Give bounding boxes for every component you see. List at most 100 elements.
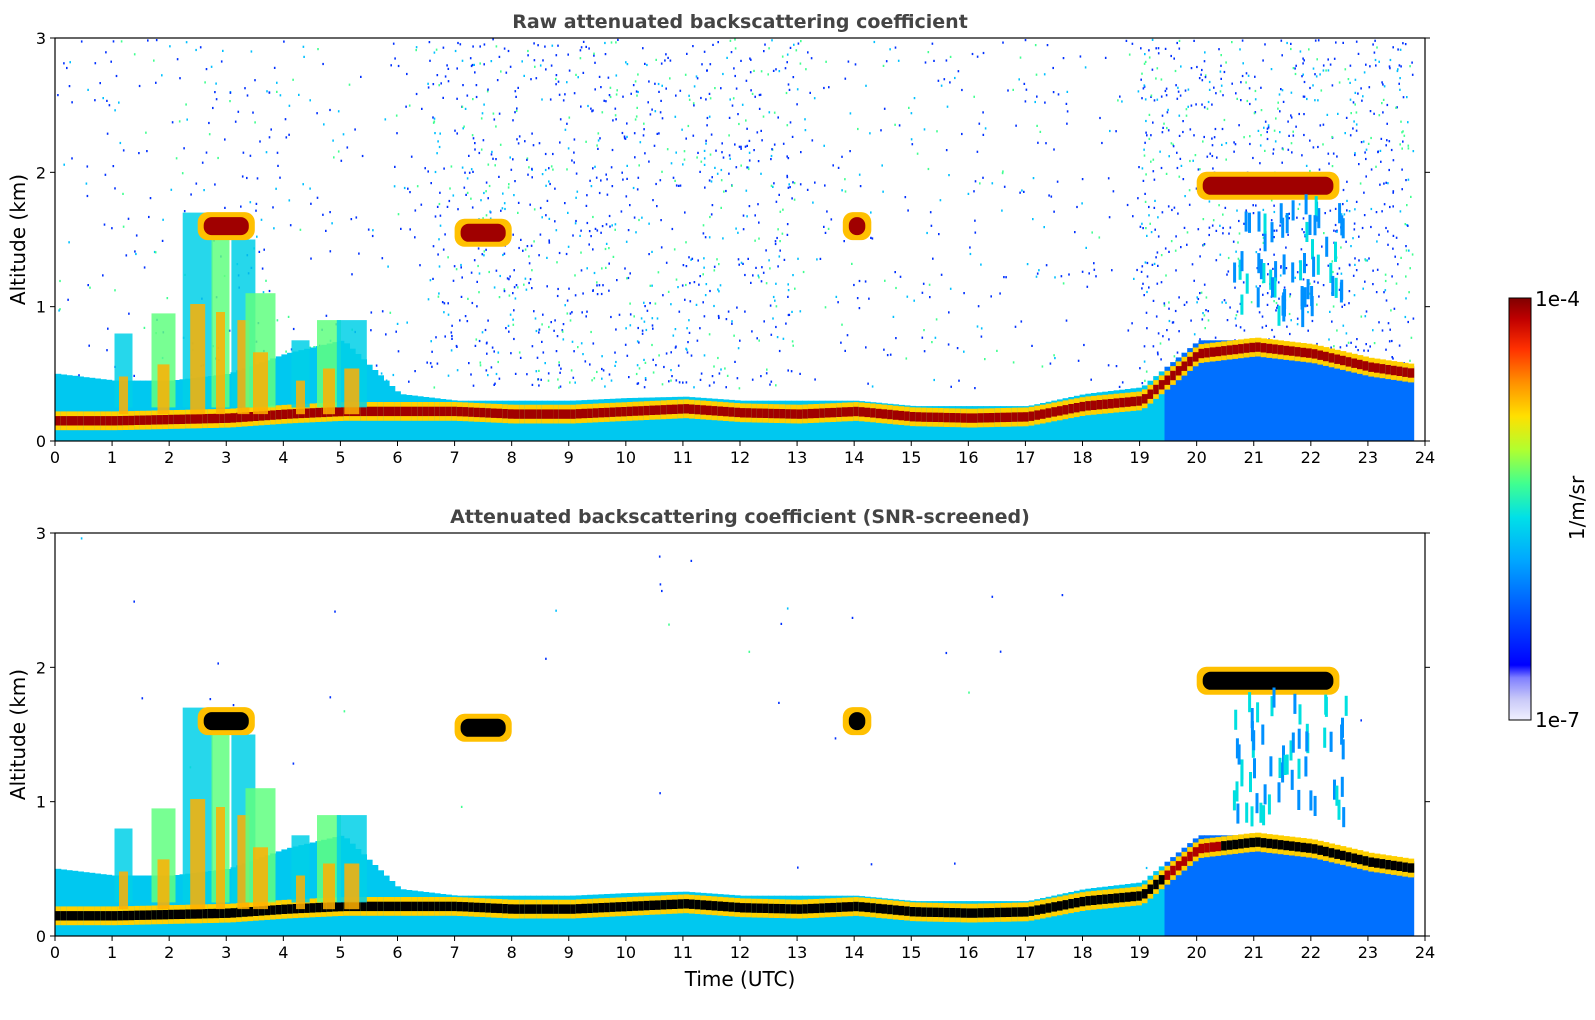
aerosol-column <box>1294 844 1301 936</box>
aerosol-band-core <box>1357 854 1364 865</box>
noise-point <box>1035 73 1038 76</box>
noise-point <box>120 40 123 43</box>
noise-point <box>708 92 711 95</box>
aerosol-band-core <box>717 901 724 911</box>
noise-point <box>462 127 464 130</box>
noise-point <box>451 337 453 340</box>
noise-point <box>512 233 514 236</box>
noise-point <box>299 228 302 231</box>
noise-point <box>68 85 71 88</box>
noise-point <box>841 189 843 192</box>
noise-point <box>507 49 510 53</box>
noise-point <box>716 172 719 175</box>
noise-point <box>853 283 855 287</box>
noise-point <box>614 351 616 354</box>
noise-point <box>169 45 171 48</box>
noise-point <box>705 142 707 145</box>
virga-streak <box>1281 295 1285 316</box>
noise-point <box>844 349 846 352</box>
noise-point <box>1036 95 1038 98</box>
virga-streak <box>1283 289 1287 310</box>
noise-point <box>1155 77 1157 80</box>
noise-point <box>444 75 447 78</box>
aerosol-column <box>1328 355 1335 441</box>
noise-point <box>753 69 755 72</box>
noise-point <box>214 183 216 186</box>
noise-point <box>1349 81 1351 84</box>
noise-point <box>562 323 565 326</box>
noise-point <box>1211 103 1213 106</box>
aerosol-band-core <box>1170 370 1177 381</box>
noise-point <box>505 327 507 330</box>
noise-point <box>1380 137 1383 140</box>
noise-point <box>494 164 496 167</box>
noise-point <box>1318 295 1320 298</box>
noise-point <box>1375 64 1377 67</box>
noise-point <box>699 275 701 278</box>
aerosol-column <box>1357 854 1364 936</box>
aerosol-band-core <box>473 407 481 418</box>
noise-point <box>1146 290 1148 294</box>
noise-point <box>883 348 885 351</box>
noise-point <box>460 295 463 298</box>
noise-point <box>1041 365 1044 368</box>
noise-point <box>1174 309 1177 313</box>
aerosol-band-core <box>468 407 475 417</box>
aerosol-band-core <box>1260 838 1267 848</box>
aerosol-column <box>128 380 135 441</box>
noise-point <box>1108 216 1111 219</box>
noise-point <box>1175 84 1177 87</box>
noise-point <box>472 137 475 140</box>
noise-point <box>733 334 735 337</box>
noise-point <box>1261 326 1264 329</box>
noise-point <box>782 142 785 145</box>
noise-point <box>666 148 669 151</box>
aerosol-band-core <box>864 407 871 418</box>
noise-point <box>1211 154 1214 158</box>
noise-point <box>1131 322 1133 325</box>
noise-point <box>1303 59 1305 62</box>
noise-point <box>1003 276 1005 279</box>
noise-point <box>722 156 725 159</box>
noise-point <box>1162 126 1164 129</box>
noise-point <box>1014 325 1017 328</box>
noise-point <box>1335 230 1337 233</box>
noise-point <box>661 383 664 386</box>
aerosol-column <box>1062 893 1069 936</box>
noise-point <box>1378 114 1381 117</box>
noise-point <box>329 108 331 112</box>
aerosol-band-core <box>428 406 435 417</box>
noise-point <box>1306 304 1309 307</box>
noise-point <box>757 274 760 277</box>
aerosol-column <box>1255 835 1262 936</box>
noise-point <box>923 128 926 131</box>
noise-point <box>1148 286 1150 289</box>
noise-point <box>763 50 765 53</box>
noise-point <box>636 188 639 191</box>
noise-point <box>1143 62 1146 65</box>
noise-point <box>559 118 562 121</box>
noise-point <box>256 235 258 238</box>
noise-point <box>1021 189 1023 192</box>
noise-point <box>557 378 559 381</box>
noise-point <box>729 157 731 160</box>
aerosol-band-core <box>190 909 198 919</box>
noise-point <box>480 199 482 202</box>
noise-point <box>736 377 739 380</box>
clouds <box>197 666 1340 742</box>
aerosol-column <box>1351 358 1358 441</box>
noise-point <box>1183 226 1186 229</box>
noise-point <box>711 204 714 207</box>
noise-point <box>292 327 295 331</box>
noise-point <box>1358 163 1360 166</box>
aerosol-band-core <box>258 906 266 916</box>
noise-point <box>395 330 397 333</box>
noise-point <box>475 84 478 87</box>
noise-point <box>1392 191 1394 194</box>
noise-point <box>1255 285 1258 288</box>
noise-point <box>485 369 488 372</box>
noise-point <box>397 350 400 353</box>
aerosol-band-core <box>830 407 837 418</box>
aerosol-band-core <box>1402 367 1409 377</box>
noise-point <box>652 371 655 374</box>
